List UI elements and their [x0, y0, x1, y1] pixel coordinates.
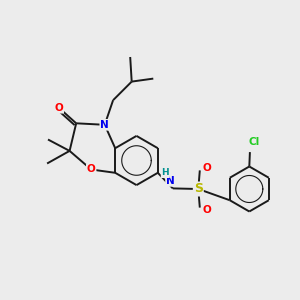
Text: Cl: Cl: [248, 137, 260, 147]
Text: O: O: [202, 163, 211, 173]
Text: S: S: [194, 182, 203, 196]
Text: H: H: [161, 168, 169, 177]
Text: N: N: [100, 120, 109, 130]
Text: O: O: [202, 205, 211, 215]
Text: N: N: [166, 176, 175, 186]
Text: O: O: [54, 103, 63, 113]
Text: O: O: [87, 164, 96, 175]
